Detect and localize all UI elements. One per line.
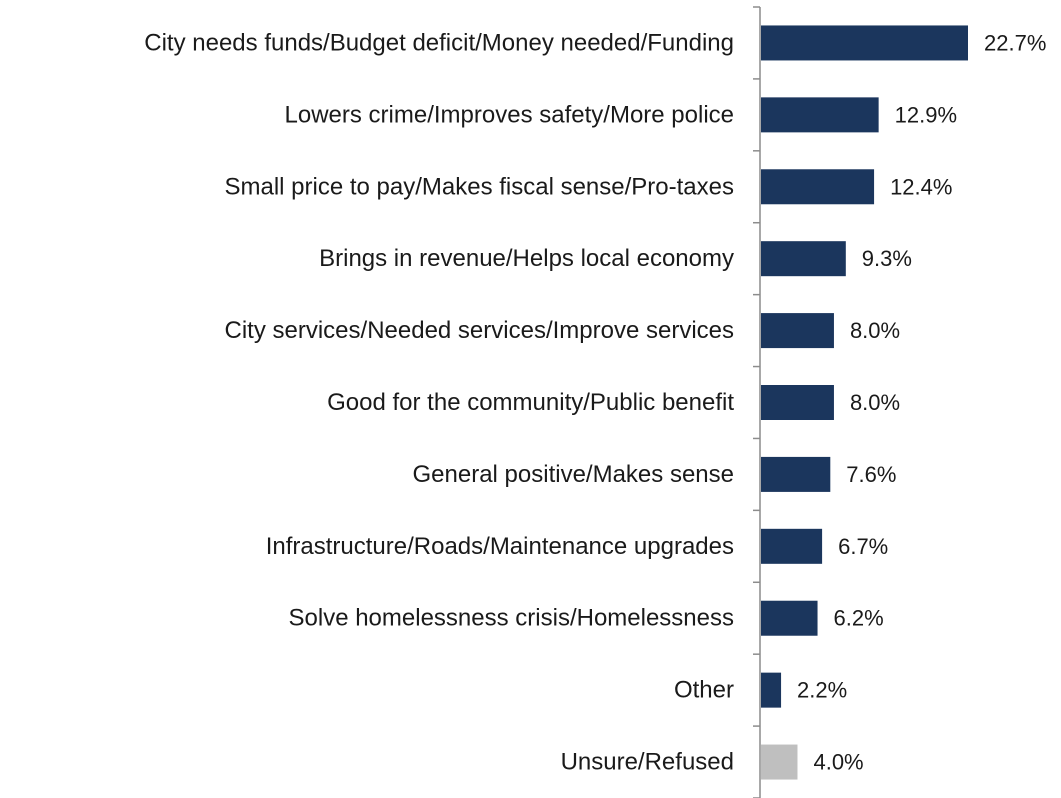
data-label: 9.3% [862, 246, 912, 271]
data-label: 4.0% [813, 750, 863, 775]
data-label: 8.0% [850, 318, 900, 343]
category-label: City services/Needed services/Improve se… [225, 317, 735, 344]
category-label: Infrastructure/Roads/Maintenance upgrade… [266, 533, 734, 560]
labels: City needs funds/Budget deficit/Money ne… [144, 29, 1046, 775]
category-axis [753, 6, 761, 798]
data-label: 12.4% [890, 174, 952, 199]
bar [761, 528, 823, 564]
bars [761, 25, 968, 780]
bar [761, 456, 831, 492]
category-label: Good for the community/Public benefit [327, 389, 734, 416]
data-label: 2.2% [797, 678, 847, 703]
category-label: Brings in revenue/Helps local economy [319, 245, 734, 272]
bar [761, 600, 818, 636]
bar [761, 25, 968, 61]
bar [761, 169, 875, 205]
category-label: General positive/Makes sense [413, 461, 735, 488]
category-label: Lowers crime/Improves safety/More police [285, 101, 734, 128]
category-label: Other [674, 677, 734, 704]
category-label: City needs funds/Budget deficit/Money ne… [144, 29, 734, 56]
category-label: Small price to pay/Makes fiscal sense/Pr… [224, 173, 734, 200]
data-label: 8.0% [850, 390, 900, 415]
category-label: Unsure/Refused [561, 749, 734, 776]
bar [761, 385, 834, 420]
bar [761, 313, 834, 349]
bar [761, 672, 782, 708]
bar [761, 241, 846, 277]
data-label: 22.7% [984, 30, 1046, 55]
data-label: 6.2% [834, 606, 884, 631]
bar [761, 97, 879, 133]
data-label: 7.6% [846, 462, 896, 487]
data-label: 12.9% [895, 102, 957, 127]
data-label: 6.7% [838, 534, 888, 559]
category-label: Solve homelessness crisis/Homelessness [289, 605, 735, 632]
bar [761, 744, 798, 780]
